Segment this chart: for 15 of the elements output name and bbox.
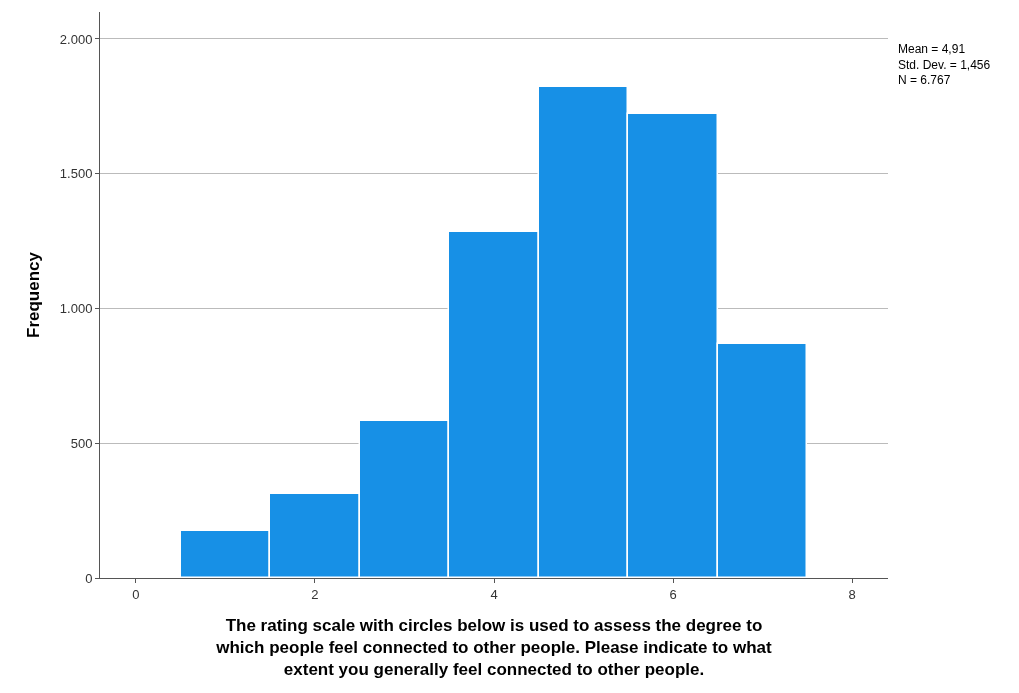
y-tick-label: 0 — [85, 570, 93, 586]
y-tick-label: 500 — [70, 435, 93, 451]
y-tick-label: 1.000 — [59, 301, 93, 317]
x-axis-title: The rating scale with circles below is used to assess the degree to which people feel connected to other people. Please indicate to what extent you generally feel connected to other people. — [215, 616, 773, 680]
y-tick-label: 2.000 — [59, 31, 93, 47]
text: N = 6.767 — [898, 73, 951, 88]
y-tick-label: 1.500 — [59, 166, 93, 182]
x-tick-label: 2 — [311, 586, 319, 602]
x-tick-label: 4 — [490, 586, 498, 602]
x-tick-label: 8 — [848, 586, 856, 602]
x-tick-label: 6 — [669, 586, 677, 602]
y-axis-title: Frequency — [24, 251, 44, 338]
text: Std. Dev. = 1,456 — [898, 57, 991, 72]
x-tick-label: 0 — [132, 586, 140, 602]
text: Mean = 4,91 — [898, 42, 966, 56]
